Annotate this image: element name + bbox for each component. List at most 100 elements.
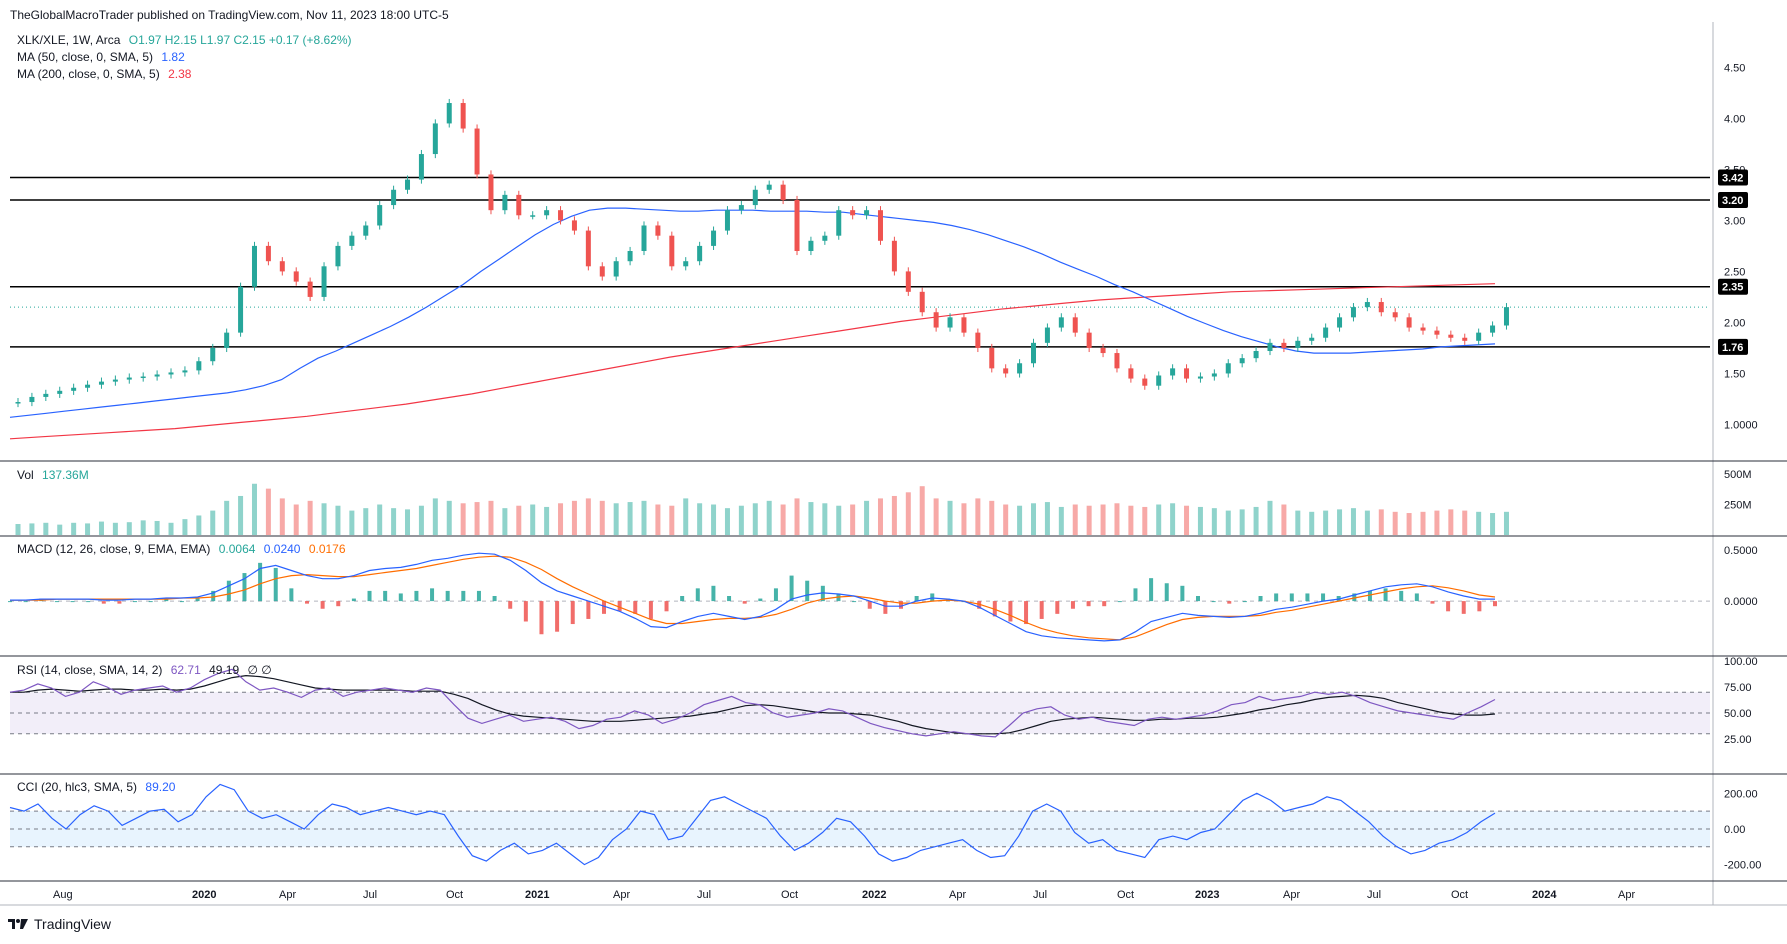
candle-body (391, 189, 397, 206)
tradingview-logo[interactable]: TradingView (8, 916, 111, 932)
candle-body (154, 374, 160, 377)
volume-bar (1281, 504, 1287, 535)
volume-bar (460, 503, 466, 535)
volume-bar (29, 523, 35, 535)
macd-histogram-bar (1461, 601, 1466, 614)
candle-body (224, 332, 230, 348)
macd-histogram-bar (1258, 596, 1263, 602)
macd-signal-line (10, 555, 1496, 641)
candle-body (1392, 312, 1398, 318)
volume-bar (168, 522, 174, 535)
macd-histogram-bar (523, 601, 528, 622)
volume-bar (1031, 503, 1037, 535)
volume-bar (738, 505, 744, 535)
volume-bar (1420, 511, 1426, 535)
publisher-header: TheGlobalMacroTrader published on Tradin… (10, 8, 449, 22)
volume-bar (669, 505, 675, 535)
macd-histogram-bar (179, 601, 184, 603)
macd-histogram-bar (70, 601, 75, 603)
macd-histogram-bar (1086, 601, 1091, 607)
volume-bar (474, 502, 480, 535)
volume-bar (43, 522, 49, 535)
tradingview-brand: TradingView (34, 916, 112, 932)
macd-histogram-bar (1008, 601, 1013, 622)
time-axis-label: Apr (1283, 889, 1300, 901)
candle-body (98, 381, 104, 385)
candle-body (1462, 337, 1468, 341)
time-axis-label: Apr (1618, 889, 1635, 901)
candle-body (29, 396, 35, 403)
macd-histogram-bar (1321, 593, 1326, 602)
volume-bar (182, 519, 188, 535)
level-price-badge (1718, 338, 1748, 355)
macd-histogram-bar (1180, 585, 1185, 602)
ohlc-values: O1.97 H2.15 L1.97 C2.15 +0.17 (+8.62%) (128, 33, 352, 47)
macd-histogram-bar (1133, 588, 1138, 602)
candle-body (1406, 317, 1412, 328)
macd-histogram-bar (367, 590, 372, 602)
tradingview-logo-icon (8, 917, 28, 931)
macd-histogram-bar (883, 601, 888, 614)
volume-bar (265, 488, 271, 535)
price-tick-label: 1.50 (1724, 368, 1745, 380)
time-axis-label: Oct (446, 889, 463, 901)
level-price-label: 1.76 (1722, 342, 1743, 354)
ma50-line (9, 207, 1496, 418)
macd-histogram-bar (351, 598, 356, 602)
cci-line (9, 783, 1496, 866)
volume-bar (1170, 503, 1176, 535)
volume-bar (154, 520, 160, 535)
time-axis-label: Jul (697, 889, 711, 901)
candle-body (460, 103, 466, 129)
volume-bar (961, 503, 967, 535)
volume-bar (1100, 504, 1106, 535)
price-tick-label: 4.00 (1724, 113, 1745, 125)
volume-bar (544, 506, 550, 535)
symbol-label: XLK/XLE, 1W, Arca (17, 33, 121, 47)
volume-bar (1058, 506, 1064, 535)
rsi-tick-label: 75.00 (1724, 682, 1752, 694)
volume-bar (627, 502, 633, 535)
macd-histogram-bar (695, 588, 700, 602)
volume-bar (1337, 509, 1343, 535)
volume-bar (1044, 502, 1050, 535)
candle-body (307, 281, 313, 297)
candle-body (836, 210, 842, 236)
candle-body (377, 205, 383, 226)
price-tick-label: 4.50 (1724, 62, 1745, 74)
macd-label: MACD (12, 26, close, 9, EMA, EMA) (17, 542, 211, 556)
volume-bar (1211, 508, 1217, 535)
macd-histogram-bar (305, 601, 309, 604)
volume-bar (919, 486, 925, 535)
candle-body (905, 271, 911, 292)
volume-tick-label: 250M (1724, 500, 1752, 512)
macd-histogram-bar (258, 562, 263, 602)
time-axis-label: 2020 (192, 889, 216, 901)
candle-body (530, 215, 536, 217)
candle-body (446, 103, 452, 124)
rsi-extra: ∅ ∅ (247, 663, 272, 677)
candle-body (1058, 317, 1064, 328)
macd-histogram-bar (977, 601, 982, 609)
time-axis-label: Jul (1033, 889, 1047, 901)
candle-body (140, 376, 146, 379)
macd-histogram-bar (1102, 601, 1107, 607)
volume-label: Vol (17, 468, 34, 482)
volume-bar (71, 522, 77, 535)
price-tick-label: 3.00 (1724, 215, 1745, 227)
candle-body (766, 184, 772, 190)
ma50-legend: MA (50, close, 0, SMA, 5) 1.82 (17, 50, 185, 64)
volume-bar (1462, 510, 1468, 535)
volume-bar (210, 510, 216, 535)
price-tick-label: 2.50 (1724, 266, 1745, 278)
price-tick-label: 2.00 (1724, 317, 1745, 329)
candle-body (1017, 363, 1023, 374)
candle-body (1323, 327, 1329, 338)
candle-body (1267, 342, 1273, 352)
volume-bar (251, 483, 257, 535)
volume-bar (1476, 511, 1482, 535)
candle-body (1128, 368, 1134, 379)
rsi-tick-label: 50.00 (1724, 708, 1752, 720)
candle-body (349, 235, 355, 246)
